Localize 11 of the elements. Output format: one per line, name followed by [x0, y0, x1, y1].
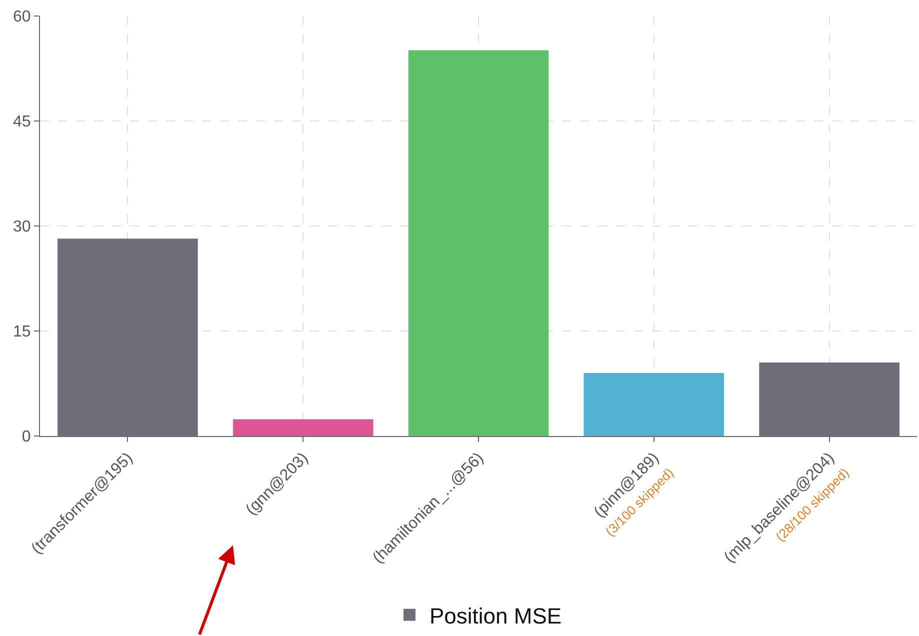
- bar: [408, 50, 549, 436]
- legend-label: Position MSE: [430, 603, 562, 628]
- y-tick-label: 0: [22, 428, 31, 446]
- y-tick-label: 30: [13, 218, 31, 236]
- y-tick-label: 60: [13, 8, 31, 26]
- y-tick-label: 15: [13, 324, 31, 341]
- bar: [232, 419, 374, 436]
- y-tick-label: 45: [13, 114, 31, 131]
- bar: [584, 373, 724, 436]
- bar: [759, 362, 900, 436]
- bar: [58, 238, 198, 436]
